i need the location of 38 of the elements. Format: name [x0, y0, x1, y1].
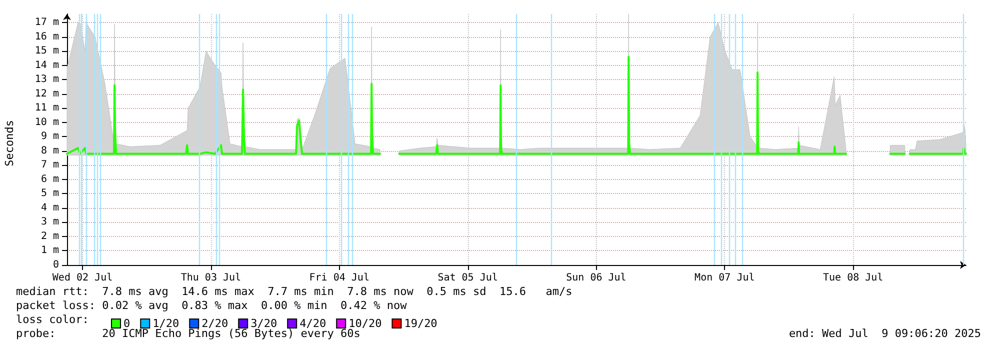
y-tick-label: 13 m: [34, 74, 59, 86]
text: end: Wed Jul 9 09:06:20 2025: [788, 327, 981, 340]
y-tick-label: 8 m: [40, 145, 59, 156]
y-tick-label: 6 m: [40, 174, 59, 185]
y-tick-label: 2 m: [40, 230, 59, 242]
y-tick-label: 14 m: [34, 60, 59, 71]
x-tick-label: Fri 04 Jul: [309, 272, 370, 284]
y-tick-label: 1 m: [40, 245, 59, 256]
legend-label: 19/20: [404, 317, 438, 330]
text: probe: 20 ICMP Echo Pings (56 Bytes) every 60s: [16, 327, 360, 340]
y-tick-label: 17 m: [34, 17, 59, 28]
y-tick-label: 15 m: [34, 46, 59, 57]
legend-label: 4/20: [300, 317, 326, 330]
x-tick-label: Tue 08 Jul: [822, 272, 884, 284]
legend-label: 10/20: [348, 317, 382, 330]
legend-title: loss color:: [16, 313, 89, 326]
text: median rtt: 7.8 ms avg 14.6 ms max 7.7 ms min 7.8 ms now 0.5 ms sd 15.6 am/s: [16, 285, 572, 298]
y-tick-label: 0: [52, 260, 59, 270]
y-tick-label: 12 m: [34, 88, 59, 100]
x-tick-label: Thu 03 Jul: [180, 272, 242, 284]
y-tick-label: 7 m: [40, 160, 59, 171]
legend-label: 0: [124, 317, 130, 330]
x-tick-label: Wed 02 Jul: [52, 272, 113, 284]
y-tick-label: 9 m: [40, 131, 59, 142]
x-tick-label: Sat 05 Jul: [438, 272, 498, 284]
y-tick-label: 10 m: [34, 116, 59, 128]
x-tick-label: Mon 07 Jul: [694, 272, 755, 284]
text: packet loss: 0.02 % avg 0.83 % max 0.00 % min 0.42 % now: [16, 299, 408, 312]
y-tick-label: 4 m: [40, 202, 59, 214]
y-axis-title: Seconds: [3, 120, 16, 166]
y-tick-label: 5 m: [40, 188, 59, 200]
y-tick-label: 3 m: [40, 216, 59, 228]
x-tick-label: Sun 06 Jul: [566, 272, 626, 284]
legend-label: 2/20: [202, 317, 228, 330]
legend-label: 3/20: [250, 317, 278, 330]
y-tick-label: 11 m: [34, 102, 59, 114]
legend-label: 1/20: [152, 317, 180, 330]
y-tick-label: 16 m: [34, 31, 59, 42]
